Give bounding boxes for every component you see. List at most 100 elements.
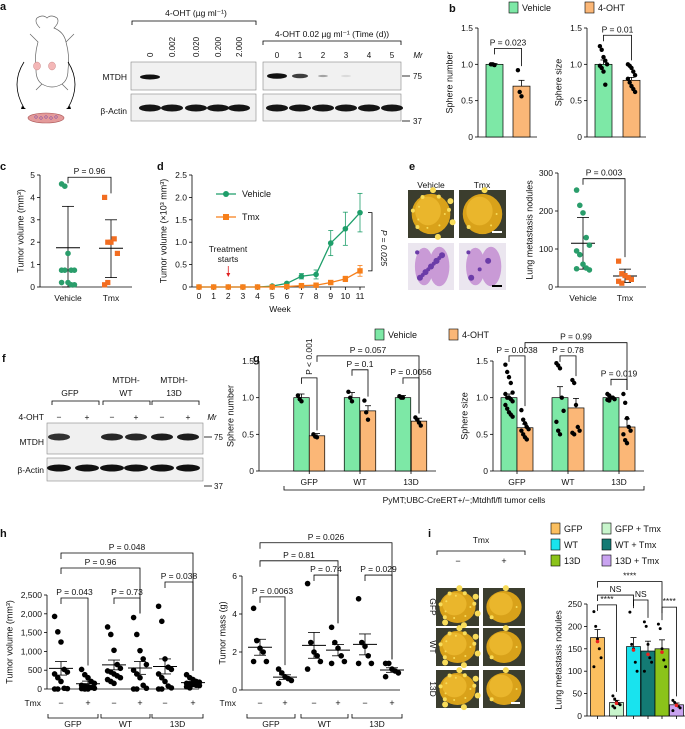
data-point (155, 671, 162, 677)
treatment-sign: + (335, 698, 340, 708)
data-point (673, 701, 677, 705)
y-tick-label: 0 (232, 685, 237, 695)
x-tick-label: 4 (255, 291, 260, 301)
p-value-label: P = 0.73 (111, 587, 143, 597)
data-point (159, 618, 165, 625)
data-point (510, 390, 515, 395)
legend-label: Vehicle (522, 3, 551, 13)
data-point (51, 613, 58, 620)
metastasis-nodule (447, 673, 452, 678)
treatment-sign: − (311, 698, 316, 708)
image-row-label: GFP (428, 598, 438, 616)
data-point (105, 279, 111, 286)
data-point (395, 670, 402, 676)
y-tick-label: 2 (30, 237, 35, 247)
mr-label: Mr (207, 413, 217, 422)
data-point (137, 674, 143, 681)
y-tick-label: 0 (483, 466, 488, 476)
data-point (613, 697, 617, 701)
actin-band (47, 464, 71, 472)
chart-b-0: 0 0.5 1.0 1.5 Sphere number P = 0.023 (445, 23, 537, 142)
image-row-label: 13D (428, 681, 438, 697)
actin-band (289, 104, 311, 112)
significance-bracket (259, 542, 393, 660)
data-point (288, 677, 295, 684)
lane-label: 2 (321, 51, 326, 60)
significance-bracket (633, 599, 649, 618)
blot-membrane (46, 457, 204, 482)
footer-bracket (283, 486, 645, 491)
scale-bar (492, 231, 502, 233)
bar (410, 420, 428, 472)
metastasis-nodule (468, 274, 475, 281)
data-point (327, 240, 334, 246)
data-point (624, 440, 630, 446)
chart-c-2: 0 1 2 3 4 5 Tumor volume (mm³) Vehicle Tmx P = 0.… (16, 166, 132, 303)
actin-band (139, 104, 161, 112)
metastasis-nodule (489, 655, 494, 660)
panel-label-e: e (409, 161, 415, 173)
y-tick-label: 1,000 (21, 646, 43, 656)
metastasis-nodule (438, 684, 443, 689)
data-point (510, 399, 515, 404)
x-group-label: GFP (262, 719, 280, 729)
data-point (559, 395, 564, 400)
lane-label: 0.002 (168, 36, 177, 57)
metastasis-nodule (418, 205, 421, 208)
legend-label: 13D (564, 556, 581, 566)
data-point (137, 647, 143, 654)
treatment-label: Tmx (24, 698, 41, 708)
p-value-label: P = 0.026 (308, 532, 345, 542)
data-point (503, 362, 508, 367)
data-point (260, 649, 267, 655)
y-tick-label: 0.5 (570, 96, 582, 106)
data-point (240, 284, 246, 290)
y-tick-label: 150 (568, 644, 582, 654)
metastasis-nodule (445, 682, 448, 685)
data-point (621, 391, 626, 397)
legend-label: Vehicle (242, 189, 271, 199)
data-point (506, 374, 512, 380)
mtdh-band (48, 433, 70, 441)
data-point (134, 671, 140, 677)
cell-icon (34, 115, 38, 119)
x-group-label: 13D (403, 477, 419, 487)
metastasis-nodule (426, 226, 429, 229)
data-point (314, 653, 321, 659)
legend-swatch (550, 538, 561, 551)
data-point (332, 639, 338, 646)
metastasis-nodule (515, 646, 518, 648)
data-point (304, 580, 311, 587)
y-tick-label: 0 (182, 282, 187, 292)
data-point (572, 380, 577, 386)
treatment-sign: + (190, 698, 195, 708)
actin-band (358, 104, 380, 112)
bar (590, 637, 605, 717)
bar (512, 85, 531, 138)
legend-swatch (448, 328, 459, 341)
treatment-sign: − (162, 698, 167, 708)
metastasis-nodule (472, 675, 479, 682)
data-point (342, 225, 349, 232)
x-tick-label: 8 (314, 291, 319, 301)
actin-band (381, 104, 403, 112)
metastasis-nodule (462, 673, 467, 678)
metastasis-nodule (456, 667, 463, 674)
data-point (599, 656, 603, 660)
treatment-sign: − (111, 698, 116, 708)
data-point (635, 669, 639, 673)
y-tick-label: 1.5 (242, 356, 254, 366)
data-point (108, 239, 114, 245)
y-axis-label: Tumor volume (×10³ mm³) (159, 179, 169, 283)
bar (640, 650, 656, 717)
x-tick-label: 0 (197, 291, 202, 301)
data-point (624, 416, 630, 421)
metastasis-nodule (502, 585, 509, 592)
x-axis-label: Week (269, 304, 291, 314)
data-point (275, 666, 282, 672)
data-point (601, 69, 606, 74)
data-point (599, 65, 604, 71)
metastasis-nodule (464, 655, 467, 658)
metastasis-nodule (515, 688, 518, 690)
data-point (85, 686, 91, 692)
